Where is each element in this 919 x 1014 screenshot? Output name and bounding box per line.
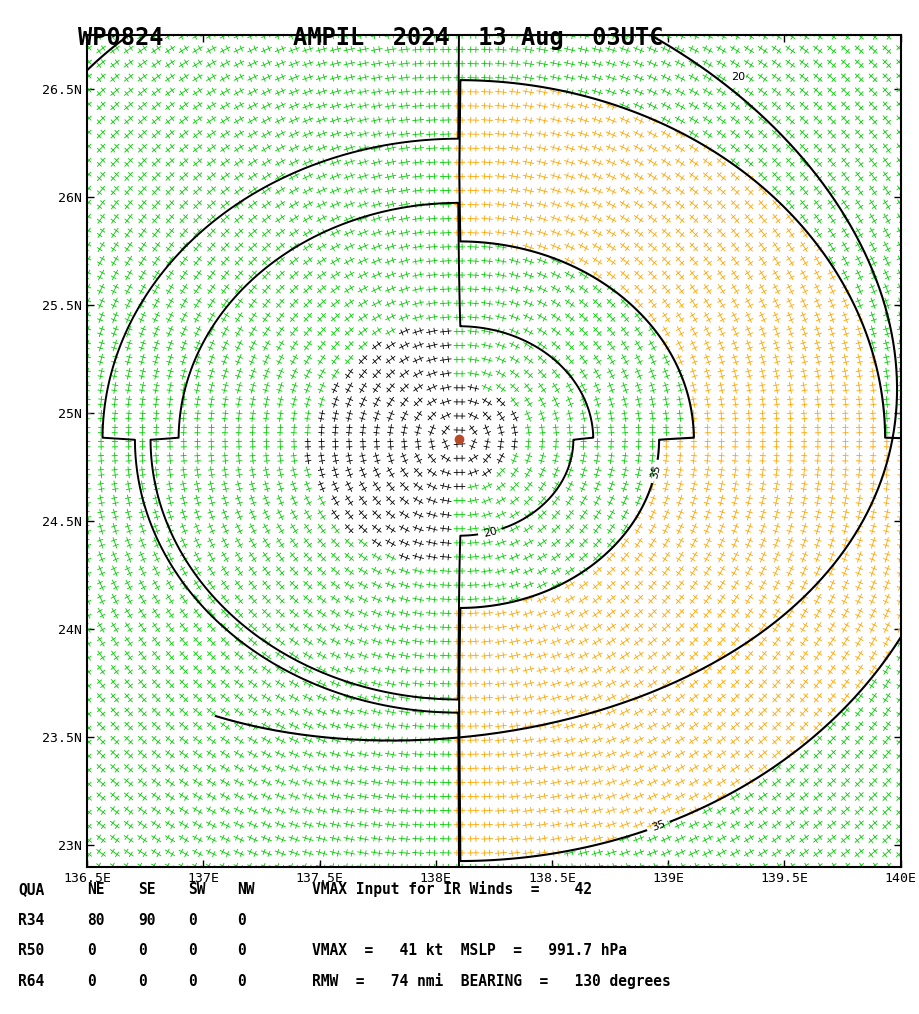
Text: 0: 0	[188, 973, 198, 989]
Text: 80: 80	[87, 913, 105, 928]
Text: R34: R34	[18, 913, 45, 928]
Text: 35: 35	[649, 463, 662, 480]
Text: 35: 35	[650, 819, 666, 834]
Text: RMW  =   74 nmi  BEARING  =   130 degrees: RMW = 74 nmi BEARING = 130 degrees	[312, 972, 671, 989]
Text: VMAX  =   41 kt  MSLP  =   991.7 hPa: VMAX = 41 kt MSLP = 991.7 hPa	[312, 943, 628, 958]
Text: 0: 0	[138, 943, 147, 958]
Text: 20: 20	[482, 525, 498, 538]
Text: NW: NW	[237, 882, 255, 897]
Text: 0: 0	[237, 973, 246, 989]
Text: 0: 0	[87, 973, 96, 989]
Text: 90: 90	[138, 913, 155, 928]
Text: 0: 0	[87, 943, 96, 958]
Text: 0: 0	[138, 973, 147, 989]
Text: QUA: QUA	[18, 882, 45, 897]
Text: SE: SE	[138, 882, 155, 897]
Text: NE: NE	[87, 882, 105, 897]
Text: VMAX Input for IR Winds  =    42: VMAX Input for IR Winds = 42	[312, 881, 593, 897]
Text: SW: SW	[188, 882, 206, 897]
Text: 0: 0	[188, 913, 198, 928]
Text: 20: 20	[731, 72, 745, 81]
Text: R50: R50	[18, 943, 45, 958]
Text: 0: 0	[237, 943, 246, 958]
Text: 0: 0	[237, 913, 246, 928]
Text: AMPIL  2024  13 Aug  03UTC: AMPIL 2024 13 Aug 03UTC	[292, 26, 664, 51]
Text: R64: R64	[18, 973, 45, 989]
Text: 0: 0	[188, 943, 198, 958]
Text: WP0824: WP0824	[78, 26, 164, 51]
